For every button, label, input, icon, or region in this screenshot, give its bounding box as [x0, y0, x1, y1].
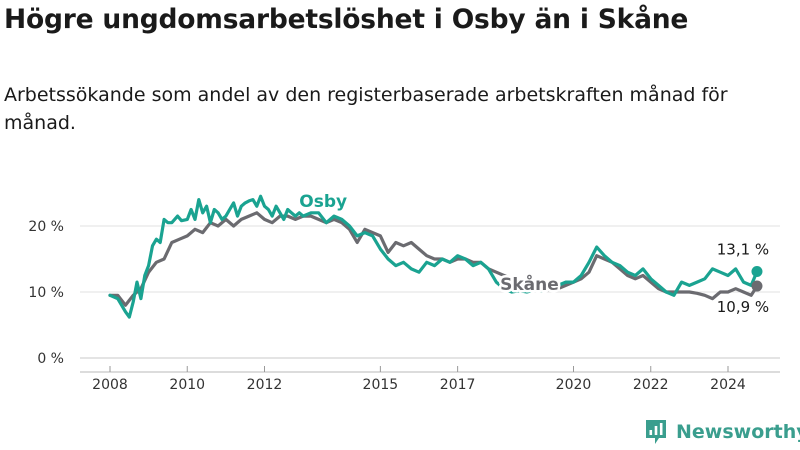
series-line-osby [108, 194, 759, 319]
x-tick-label: 2010 [169, 377, 205, 393]
y-tick-label: 20 % [28, 219, 64, 235]
end-point-osby [751, 266, 763, 278]
brand-logo: Newsworthy [644, 419, 800, 445]
legend-label-skåne: Skåne [500, 273, 559, 295]
series-lines [108, 194, 763, 319]
legend-label-osby: Osby [299, 192, 347, 212]
x-tick-label: 2012 [247, 377, 283, 393]
end-value-label: 13,1 % [717, 241, 769, 259]
labels: 13,1 % 10,9 % Osby Skåne [297, 189, 769, 316]
x-tick-label: 2024 [710, 377, 746, 393]
brand-name: Newsworthy [676, 421, 800, 443]
x-tick-label: 2015 [363, 377, 399, 393]
x-tick-label: 2017 [440, 377, 476, 393]
series-line-skåne [108, 211, 759, 307]
x-tick-label: 2008 [92, 377, 128, 393]
y-tick-label: 0 % [37, 351, 64, 367]
end-value-label: 10,9 % [717, 298, 769, 316]
x-axis: 0 % 10 % 20 % 2008 2010 2012 2015 2017 2020 2022 2… [28, 219, 780, 393]
x-tick-label: 2020 [556, 377, 592, 393]
chart-title: Högre ungdomsarbetslöshet i Osby än i Sk… [4, 4, 689, 35]
end-point-skåne [751, 280, 763, 292]
newsworthy-logo-icon [646, 420, 666, 444]
y-tick-label: 10 % [28, 285, 64, 301]
chart-subtitle: Arbetssökande som andel av den registerb… [4, 84, 728, 134]
x-tick-label: 2022 [633, 377, 669, 393]
